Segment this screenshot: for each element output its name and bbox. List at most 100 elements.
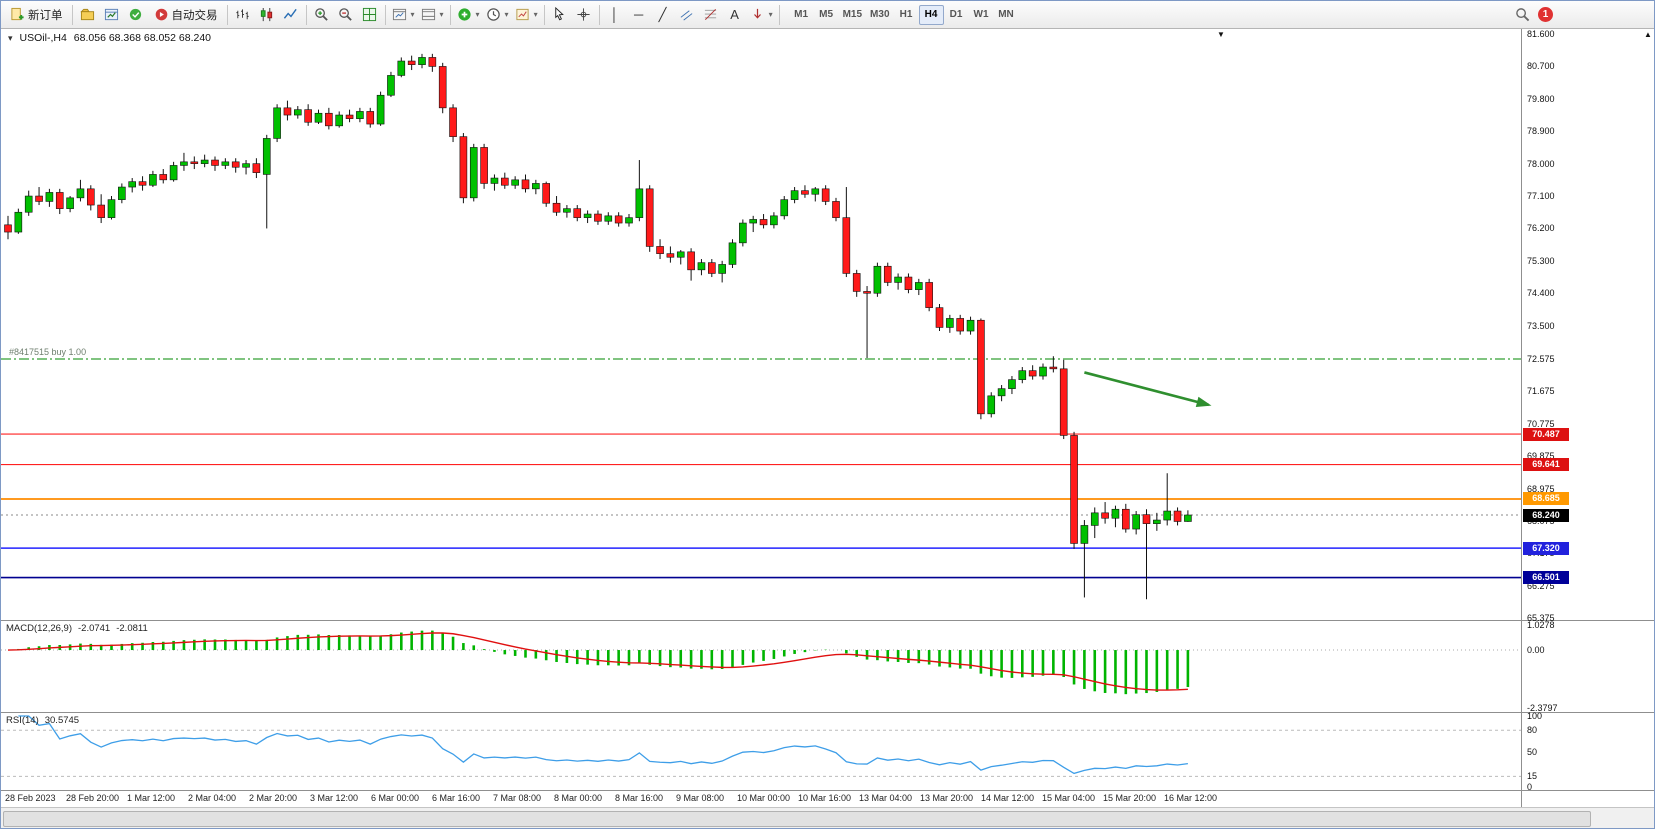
new-order-icon: [11, 7, 24, 21]
symbol-collapse-icon[interactable]: ▾: [8, 32, 13, 43]
new-chart-icon: [392, 8, 406, 21]
tile-windows-icon: [362, 7, 377, 22]
dropdown-icon: ▾: [439, 10, 444, 19]
vertical-line-button[interactable]: │: [603, 3, 627, 26]
indicators-button[interactable]: ▾: [454, 3, 483, 26]
timeframe-m5[interactable]: M5: [819, 9, 834, 20]
time-label: 28 Feb 2023: [5, 793, 56, 803]
timeframe-m30[interactable]: M30: [870, 9, 890, 20]
time-label: 1 Mar 12:00: [127, 793, 176, 803]
time-label: 2 Mar 04:00: [188, 793, 237, 803]
new-order-button[interactable]: 新订单: [4, 3, 69, 26]
fibonacci-icon: [704, 9, 717, 20]
main-chart-panel[interactable]: [1, 29, 1654, 621]
crosshair-icon: [577, 8, 590, 21]
time-label: 7 Mar 08:00: [493, 793, 542, 803]
auto-trading-icon: [155, 8, 167, 21]
toolbar-separator: [598, 4, 600, 25]
channel-button[interactable]: [675, 3, 699, 26]
timeframe-mn[interactable]: MN: [998, 9, 1014, 20]
vertical-line-icon: │: [610, 7, 619, 22]
bar-chart-icon: [236, 9, 249, 20]
zoom-in-button[interactable]: [310, 3, 334, 26]
zoom-in-icon: [315, 8, 328, 21]
chart-windows-button[interactable]: ▾: [418, 3, 447, 26]
scroll-up-icon[interactable]: ▲: [1644, 30, 1652, 39]
periods-button[interactable]: ▾: [483, 3, 512, 26]
search-icon[interactable]: [1515, 7, 1530, 22]
time-label: 10 Mar 16:00: [798, 793, 852, 803]
toolbar-separator: [449, 4, 451, 25]
crosshair-button[interactable]: [572, 3, 596, 26]
ohlc-values: 68.056 68.368 68.052 68.240: [73, 32, 212, 44]
toolbar-separator: [543, 4, 545, 25]
rsi-value: 30.5745: [44, 715, 80, 726]
chart-shift-marker-icon[interactable]: ▼: [1217, 30, 1225, 39]
auto-trading-label: 自动交易: [171, 9, 218, 22]
time-label: 8 Mar 00:00: [554, 793, 603, 803]
templates-button[interactable]: ▾: [512, 3, 541, 26]
toolbar-right: 1: [1515, 7, 1553, 22]
macd-label: MACD(12,26,9) -2.0741 -2.0811: [6, 623, 148, 634]
order-line-label: #8417515 buy 1.00: [9, 346, 87, 357]
timeframe-m15[interactable]: M15: [842, 9, 863, 20]
rsi-name: RSI(14): [6, 715, 39, 726]
navigator-button[interactable]: [124, 3, 148, 26]
candlestick-chart-icon: [260, 7, 273, 22]
timeframe-w1[interactable]: W1: [973, 9, 989, 20]
cursor-button[interactable]: [548, 3, 572, 26]
market-watch-button[interactable]: [100, 3, 124, 26]
tile-windows-button[interactable]: [358, 3, 382, 26]
zoom-out-button[interactable]: [334, 3, 358, 26]
line-chart-button[interactable]: [279, 3, 303, 26]
candlestick-chart-button[interactable]: [255, 3, 279, 26]
time-label: 15 Mar 04:00: [1042, 793, 1096, 803]
macd-name: MACD(12,26,9): [6, 623, 72, 634]
channel-icon: [680, 10, 693, 21]
new-chart-button[interactable]: ▾: [389, 3, 418, 26]
time-label: 14 Mar 12:00: [981, 793, 1035, 803]
macd-main-value: -2.0741: [78, 623, 111, 634]
zoom-out-icon: [339, 8, 352, 21]
trendline-button[interactable]: ╱: [651, 3, 675, 26]
new-order-label: 新订单: [28, 9, 63, 22]
text-button[interactable]: A: [723, 3, 747, 26]
timeframe-m1[interactable]: M1: [794, 9, 809, 20]
timeframe-h1[interactable]: H1: [899, 9, 913, 20]
candlestick-chart[interactable]: [1, 29, 1521, 620]
rsi-panel: RSI(14) 30.5745: [1, 713, 1654, 791]
macd-signal-value: -2.0811: [116, 623, 148, 634]
bar-chart-button[interactable]: [231, 3, 255, 26]
cursor-icon: [555, 7, 564, 21]
arrows-button[interactable]: ▾: [747, 3, 776, 26]
time-label: 13 Mar 20:00: [920, 793, 974, 803]
symbol-label: USOil-,H4: [19, 32, 67, 44]
horizontal-scrollbar[interactable]: [1, 807, 1654, 828]
time-label: 15 Mar 20:00: [1103, 793, 1157, 803]
horizontal-line-icon: ─: [633, 7, 644, 22]
toolbar-separator: [384, 4, 386, 25]
time-axis: 28 Feb 2023 28 Feb 20:00 1 Mar 12:00 2 Mar …: [1, 791, 1654, 807]
navigator-icon: [129, 8, 142, 21]
dropdown-icon: ▾: [768, 10, 773, 19]
timeframe-h4[interactable]: H4: [918, 4, 944, 25]
time-label: 6 Mar 16:00: [432, 793, 481, 803]
fibonacci-button[interactable]: [699, 3, 723, 26]
template-icon: [515, 8, 529, 21]
profiles-button[interactable]: [76, 3, 100, 26]
time-label: 2 Mar 20:00: [249, 793, 298, 803]
market-watch-icon: [104, 8, 119, 21]
dropdown-icon: ▾: [410, 10, 415, 19]
text-tool-icon: A: [730, 7, 739, 22]
notification-badge[interactable]: 1: [1538, 7, 1553, 22]
time-label: 6 Mar 00:00: [371, 793, 420, 803]
auto-trading-button[interactable]: 自动交易: [148, 3, 224, 26]
scrollbar-thumb[interactable]: [3, 811, 1591, 827]
time-label: 13 Mar 04:00: [859, 793, 913, 803]
horizontal-line-button[interactable]: ─: [627, 3, 651, 26]
chart-windows-icon: [421, 8, 435, 21]
price-axis-divider: [1521, 29, 1522, 807]
time-label: 10 Mar 00:00: [737, 793, 791, 803]
dropdown-icon: ▾: [504, 10, 509, 19]
timeframe-d1[interactable]: D1: [949, 9, 963, 20]
